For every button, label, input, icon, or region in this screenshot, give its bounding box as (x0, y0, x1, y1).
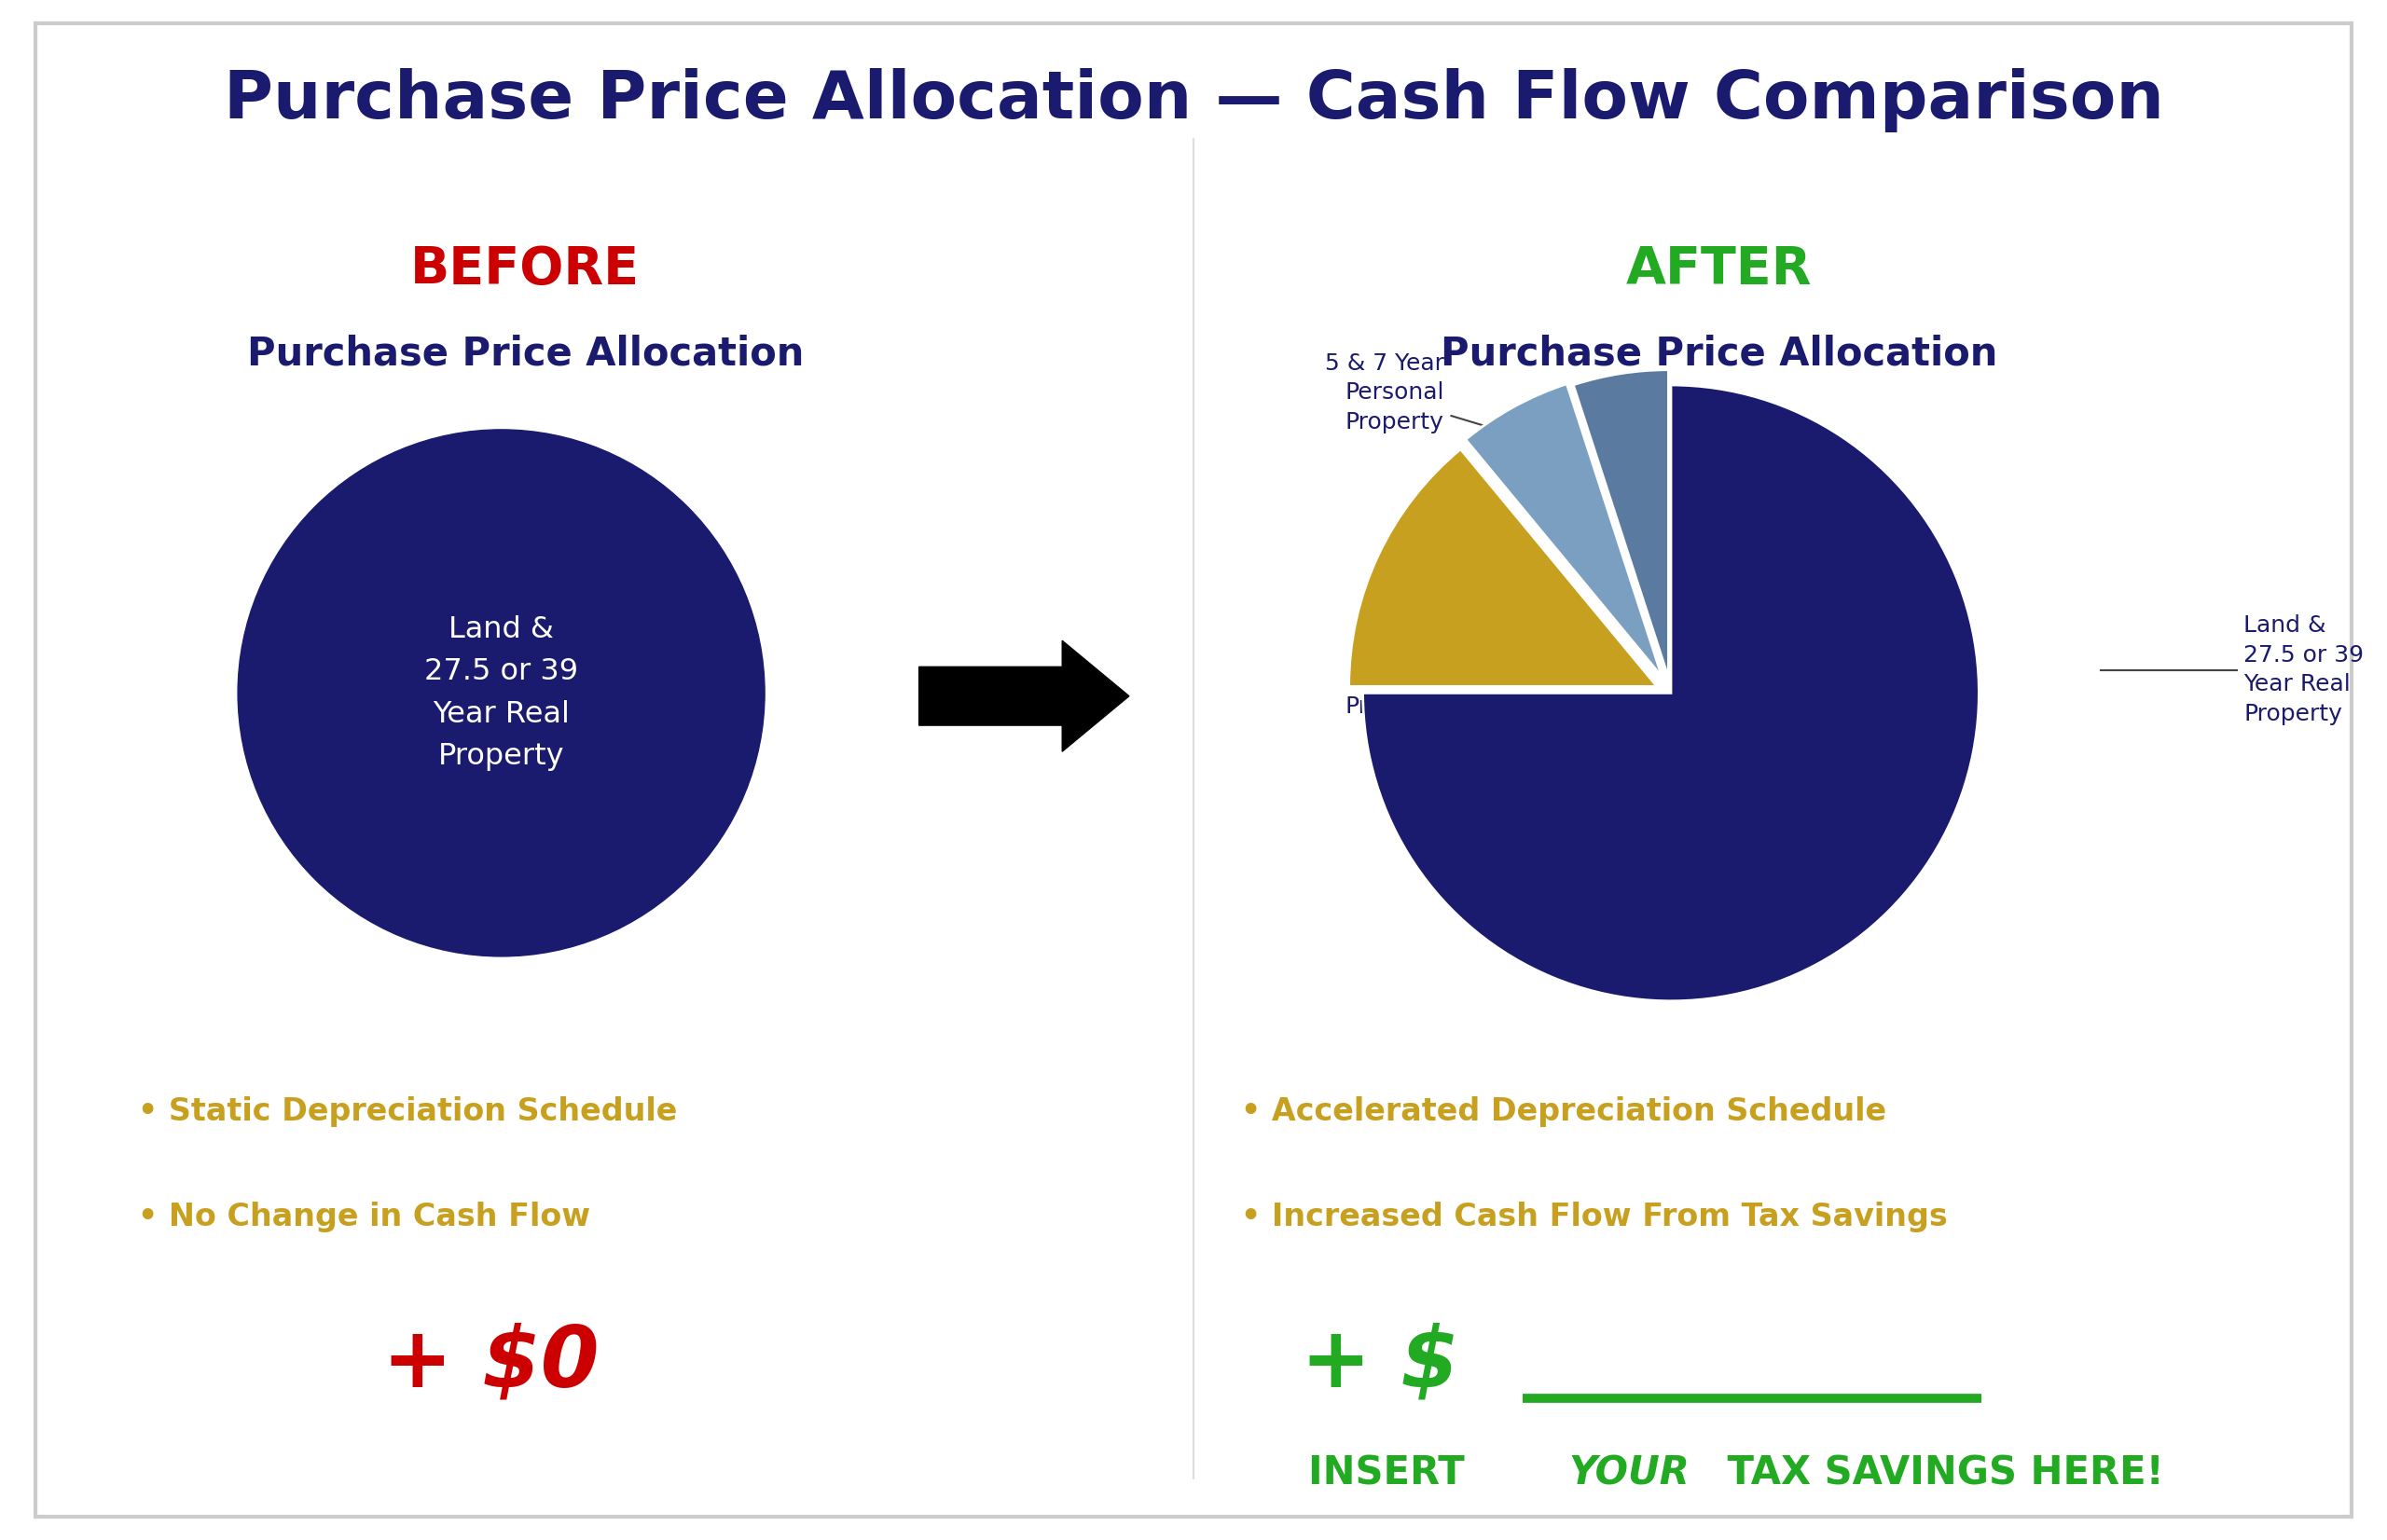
Text: 15 Year
Real
Property: 15 Year Real Property (1346, 638, 1444, 718)
Text: • No Change in Cash Flow: • No Change in Cash Flow (138, 1201, 592, 1232)
Wedge shape (1349, 450, 1657, 687)
Text: Land &
27.5 or 39
Year Real
Property: Land & 27.5 or 39 Year Real Property (425, 614, 578, 772)
Text: Land &
27.5 or 39
Year Real
Property: Land & 27.5 or 39 Year Real Property (2244, 614, 2363, 725)
Text: Purchase Price Allocation: Purchase Price Allocation (1439, 334, 1998, 374)
Text: + $: + $ (1301, 1321, 1489, 1404)
Wedge shape (1573, 370, 1669, 678)
Wedge shape (1363, 385, 1979, 1001)
Text: INSERT: INSERT (1308, 1454, 1478, 1494)
Text: AFTER: AFTER (1626, 245, 1812, 294)
Text: BEFORE: BEFORE (411, 245, 640, 294)
Text: • Static Depreciation Schedule: • Static Depreciation Schedule (138, 1096, 678, 1127)
Text: • Increased Cash Flow From Tax Savings: • Increased Cash Flow From Tax Savings (1241, 1201, 1948, 1232)
Text: Purchase Price Allocation: Purchase Price Allocation (246, 334, 804, 374)
Text: TAX SAVINGS HERE!: TAX SAVINGS HERE! (1714, 1454, 2165, 1494)
Text: • Accelerated Depreciation Schedule: • Accelerated Depreciation Schedule (1241, 1096, 1886, 1127)
Text: Purchase Price Allocation — Cash Flow Comparison: Purchase Price Allocation — Cash Flow Co… (224, 68, 2163, 132)
Text: 5 & 7 Year
Personal
Property: 5 & 7 Year Personal Property (1325, 353, 1444, 433)
Text: YOUR: YOUR (1568, 1454, 1690, 1494)
FancyBboxPatch shape (36, 23, 2351, 1517)
Circle shape (239, 430, 764, 956)
FancyArrow shape (919, 641, 1129, 752)
Text: + $0: + $0 (382, 1321, 599, 1404)
Wedge shape (1466, 383, 1661, 676)
